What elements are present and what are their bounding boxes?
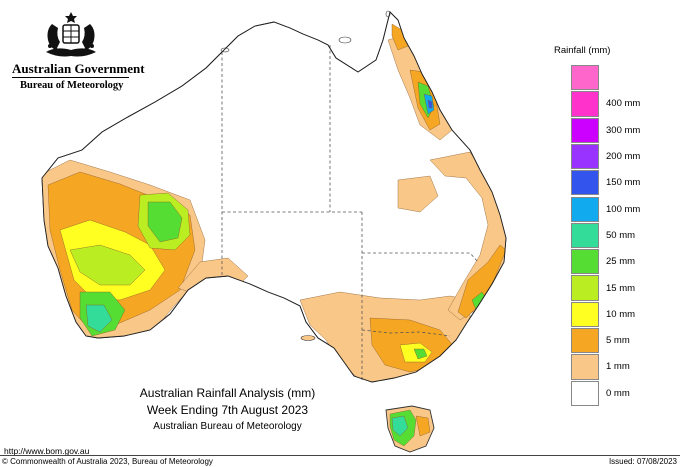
issued-date: Issued: 07/08/2023	[608, 457, 677, 466]
government-name: Australian Government	[12, 61, 145, 76]
map-title: Australian Rainfall Analysis (mm)	[139, 386, 316, 400]
legend-swatch	[571, 143, 599, 170]
legend-swatch	[571, 91, 599, 117]
legend-swatch	[571, 249, 599, 275]
coat-of-arms-logo	[46, 12, 96, 57]
header-divider	[12, 77, 129, 78]
legend-label: 150 mm	[606, 177, 641, 189]
legend-label: 300 mm	[606, 124, 641, 136]
footer-divider	[0, 455, 680, 456]
bureau-name: Bureau of Meteorology	[20, 80, 124, 91]
legend-label: 0 mm	[606, 387, 630, 399]
legend-swatch	[571, 380, 599, 406]
legend-label: 100 mm	[606, 203, 641, 215]
website-link[interactable]: http://www.bom.gov.au	[4, 446, 90, 456]
legend-label: 1 mm	[606, 361, 630, 373]
legend-label: 15 mm	[606, 282, 636, 294]
legend-label: 50 mm	[606, 229, 636, 241]
legend-label: 10 mm	[606, 308, 636, 320]
legend-title: Rainfall (mm)	[554, 45, 611, 56]
legend-swatch	[571, 222, 599, 249]
legend-swatch	[571, 354, 599, 380]
legend-swatch	[571, 301, 599, 327]
legend-label: 25 mm	[606, 256, 636, 268]
legend-swatch	[571, 196, 599, 222]
map-period: Week Ending 7th August 2023	[146, 403, 309, 417]
legend-swatch	[571, 117, 599, 143]
legend-label: 5 mm	[606, 335, 630, 347]
copyright-text: © Commonwealth of Australia 2023, Bureau…	[2, 457, 213, 466]
legend-label: 200 mm	[606, 151, 641, 163]
legend-swatch	[571, 275, 599, 301]
legend-swatch	[571, 328, 599, 354]
legend-swatch	[571, 65, 599, 91]
legend-swatch	[571, 170, 599, 196]
map-source: Australian Bureau of Meteorology	[153, 421, 302, 432]
legend-label: 400 mm	[606, 98, 641, 110]
rainfall-map	[41, 10, 507, 453]
